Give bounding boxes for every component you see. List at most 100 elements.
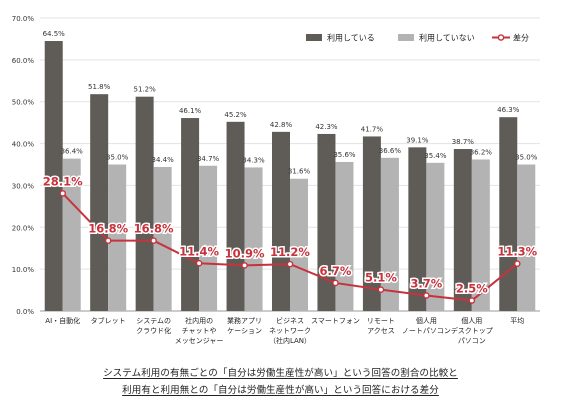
bar-label-not-used: 35.4% bbox=[424, 152, 447, 160]
legend-swatch bbox=[306, 34, 322, 41]
bar-label-used: 41.7% bbox=[361, 125, 384, 133]
x-tick-label: ネットワーク bbox=[269, 327, 311, 335]
bar-label-used: 46.3% bbox=[497, 106, 520, 114]
x-tick-label: スマートフォン bbox=[311, 317, 360, 325]
bar-not-used bbox=[335, 161, 354, 311]
x-tick-label: （社内LAN） bbox=[269, 336, 311, 345]
diff-label: 5.1% bbox=[365, 271, 397, 285]
bar-not-used bbox=[153, 167, 172, 311]
bar-label-used: 64.5% bbox=[43, 30, 66, 38]
diff-label: 2.5% bbox=[456, 282, 488, 296]
diff-point bbox=[423, 292, 430, 299]
bar-not-used bbox=[517, 164, 536, 311]
x-tick-label: クラウド化 bbox=[136, 326, 171, 335]
bar-label-not-used: 34.7% bbox=[197, 155, 220, 163]
x-tick-label: 個人用 bbox=[461, 316, 482, 325]
x-tick-label: 社内用の bbox=[185, 316, 213, 325]
x-tick-label: メッセンジャー bbox=[175, 337, 224, 345]
diff-label: 11.3% bbox=[497, 245, 537, 259]
bar-label-not-used: 35.0% bbox=[106, 154, 129, 162]
caption-line-2: 利用有と利用無との「自分は労働生産性が高い」という回答における差分 bbox=[122, 385, 439, 396]
legend-swatch bbox=[398, 34, 414, 41]
chart: 0.0% 10.0% 20.0% 30.0% 40.0% 50.0% 60.0% 70.0% 6… bbox=[12, 15, 540, 345]
bar-used bbox=[317, 133, 336, 311]
bar-not-used bbox=[471, 159, 490, 311]
x-tick-label: AI・自動化 bbox=[45, 316, 80, 325]
diff-label: 16.8% bbox=[134, 222, 174, 236]
diff-point bbox=[513, 260, 521, 268]
x-tick-label: タブレット bbox=[91, 316, 126, 325]
diff-point bbox=[195, 259, 203, 267]
diff-label: 3.7% bbox=[410, 277, 442, 291]
bar-label-not-used: 34.3% bbox=[242, 156, 265, 164]
y-tick-label: 70.0% bbox=[12, 15, 35, 23]
diff-label: 11.2% bbox=[270, 245, 310, 259]
x-tick-label: システムの bbox=[136, 317, 171, 325]
bar-not-used bbox=[380, 157, 399, 311]
bar-used bbox=[499, 117, 518, 311]
bar-label-not-used: 36.6% bbox=[379, 147, 402, 155]
diff-point bbox=[59, 190, 67, 197]
bar-label-not-used: 36.4% bbox=[61, 148, 84, 156]
bar-label-used: 42.8% bbox=[270, 121, 293, 129]
bar-label-not-used: 31.6% bbox=[288, 168, 311, 176]
diff-point bbox=[332, 279, 339, 287]
diff-point bbox=[286, 260, 294, 268]
diff-label: 16.8% bbox=[88, 222, 128, 236]
bar-used bbox=[362, 136, 381, 311]
bar-not-used bbox=[199, 165, 218, 311]
diff-point bbox=[241, 262, 248, 269]
bar-label-used: 39.1% bbox=[406, 136, 429, 144]
x-tick-label: リモート bbox=[367, 317, 395, 325]
legend-label: 差分 bbox=[513, 33, 529, 43]
y-tick-label: 0.0% bbox=[16, 308, 34, 316]
x-tick-label: 個人用 bbox=[416, 316, 437, 325]
bar-label-not-used: 36.2% bbox=[470, 148, 493, 156]
y-tick-label: 20.0% bbox=[12, 224, 35, 232]
diff-point bbox=[104, 237, 112, 244]
bar-label-used: 45.2% bbox=[224, 111, 247, 119]
x-tick-label: 平均 bbox=[510, 316, 524, 325]
legend-marker bbox=[497, 34, 505, 41]
bar-label-not-used: 35.6% bbox=[333, 151, 356, 159]
x-tick-label: アクセス bbox=[367, 327, 395, 335]
diff-label: 6.7% bbox=[320, 264, 352, 278]
diff-point bbox=[468, 297, 476, 304]
bar-used bbox=[181, 118, 200, 311]
bar-used bbox=[272, 131, 290, 311]
diff-point bbox=[150, 237, 157, 244]
bar-label-used: 38.7% bbox=[452, 138, 475, 146]
diff-label: 11.4% bbox=[179, 244, 219, 258]
x-tick-label: 業務アプリ bbox=[227, 316, 262, 325]
legend-label: 利用している bbox=[327, 33, 375, 43]
x-tick-label: ビジネス bbox=[276, 316, 304, 325]
bar-used bbox=[453, 149, 472, 311]
diff-label: 28.1% bbox=[43, 174, 83, 188]
caption-line-1: システム利用の有無ごとの「自分は労働生産性が高い」という回答の割合の比較と bbox=[103, 368, 458, 379]
bar-not-used bbox=[290, 178, 308, 311]
diff-point bbox=[377, 286, 385, 293]
bar-used bbox=[44, 41, 63, 312]
bar-label-used: 46.1% bbox=[179, 107, 202, 115]
x-tick-label: ノートパソコン bbox=[402, 327, 451, 335]
y-tick-label: 30.0% bbox=[12, 182, 35, 190]
legend-label: 利用していない bbox=[419, 33, 475, 43]
diff-label: 10.9% bbox=[225, 246, 265, 260]
bar-label-used: 42.3% bbox=[315, 123, 338, 131]
bar-label-used: 51.2% bbox=[134, 86, 157, 94]
bar-not-used bbox=[244, 167, 263, 311]
bar-label-used: 51.8% bbox=[88, 83, 111, 91]
y-tick-label: 10.0% bbox=[12, 266, 35, 274]
y-tick-label: 50.0% bbox=[12, 99, 35, 107]
x-tick-label: デスクトップ bbox=[451, 326, 493, 335]
bar-label-not-used: 35.0% bbox=[515, 154, 538, 162]
x-tick-label: パソコン bbox=[458, 337, 486, 345]
x-tick-label: チャットや bbox=[182, 327, 217, 335]
y-tick-label: 60.0% bbox=[12, 57, 35, 65]
x-tick-label: ケーション bbox=[227, 327, 262, 335]
bar-used bbox=[90, 94, 109, 312]
bar-not-used bbox=[108, 164, 127, 311]
bar-used bbox=[408, 147, 427, 311]
bar-label-not-used: 34.4% bbox=[152, 156, 175, 164]
bar-not-used bbox=[426, 162, 445, 311]
